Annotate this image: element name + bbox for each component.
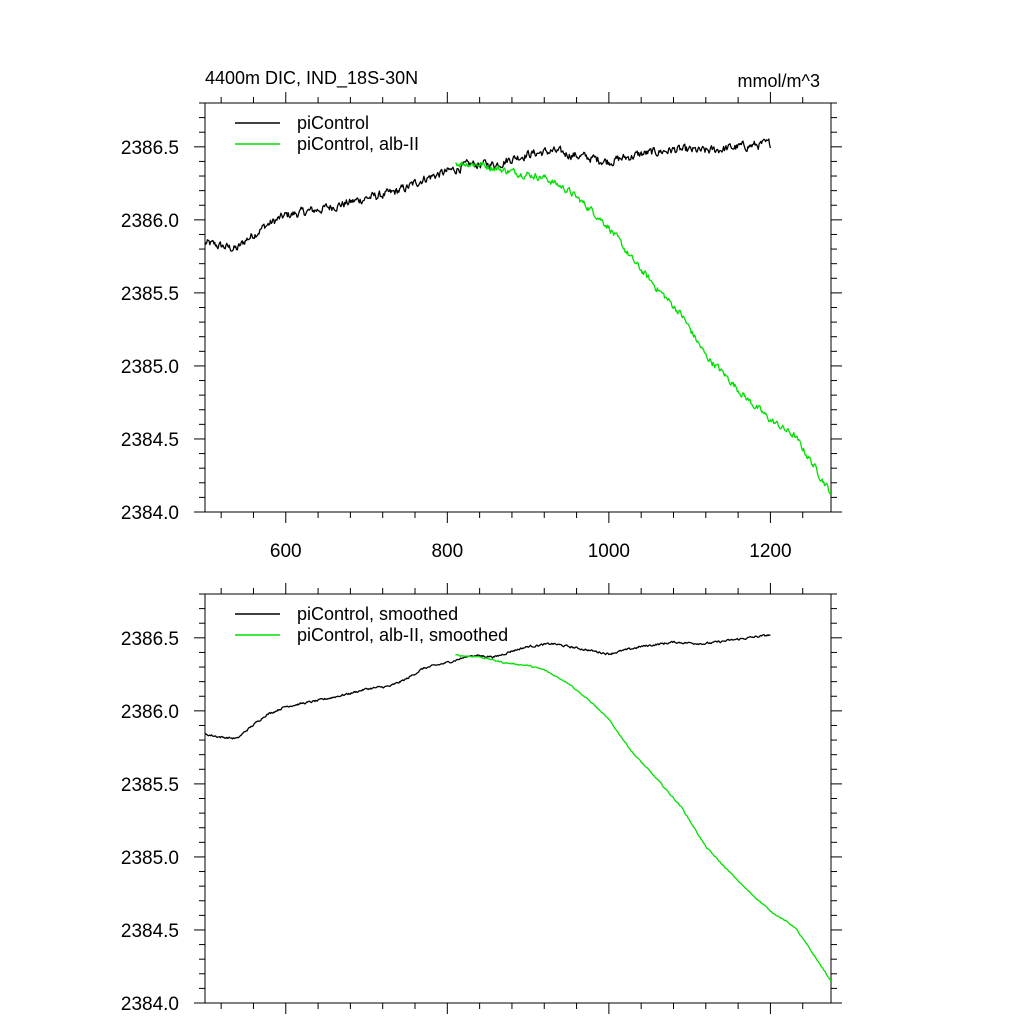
series-line-picontrol <box>205 633 771 740</box>
y-tick-label: 2384.5 <box>121 921 179 942</box>
series-line-alb-ii <box>455 654 831 982</box>
y-tick-label: 2384.0 <box>121 994 179 1015</box>
y-tick-label: 2386.0 <box>121 702 179 723</box>
chart-title: 4400m DIC, IND_18S-30N <box>205 68 418 89</box>
legend-label: piControl <box>297 113 369 133</box>
top-panel: 600 800 1000 1200 2384.0 2384.5 2385.0 2385.5 23… <box>121 92 842 562</box>
x-tick-label: 600 <box>270 541 302 562</box>
y-tick-label: 2384.5 <box>121 430 179 451</box>
y-tick-label: 2386.5 <box>121 629 179 650</box>
legend-label: piControl, smoothed <box>297 604 458 624</box>
plot-frame <box>204 102 832 513</box>
chart-units: mmol/m^3 <box>738 71 820 91</box>
series-line-picontrol <box>205 138 772 252</box>
y-tick-label: 2385.5 <box>121 284 179 305</box>
y-tick-label: 2384.0 <box>121 503 179 524</box>
plot-frame <box>204 593 832 1004</box>
y-tick-label: 2385.0 <box>121 357 179 378</box>
y-tick-label: 2385.5 <box>121 775 179 796</box>
x-tick-label: 1200 <box>749 541 791 562</box>
legend-label: piControl, alb-II, smoothed <box>297 625 508 645</box>
y-tick-label: 2386.5 <box>121 138 179 159</box>
series-line-alb-ii <box>455 161 831 495</box>
x-tick-label: 1000 <box>588 541 630 562</box>
bottom-panel: 2384.0 2384.5 2385.0 2385.5 2386.0 2386.5 piCo… <box>121 583 842 1015</box>
x-tick-label: 800 <box>431 541 463 562</box>
y-tick-label: 2385.0 <box>121 848 179 869</box>
legend-label: piControl, alb-II <box>297 134 419 154</box>
y-tick-label: 2386.0 <box>121 211 179 232</box>
